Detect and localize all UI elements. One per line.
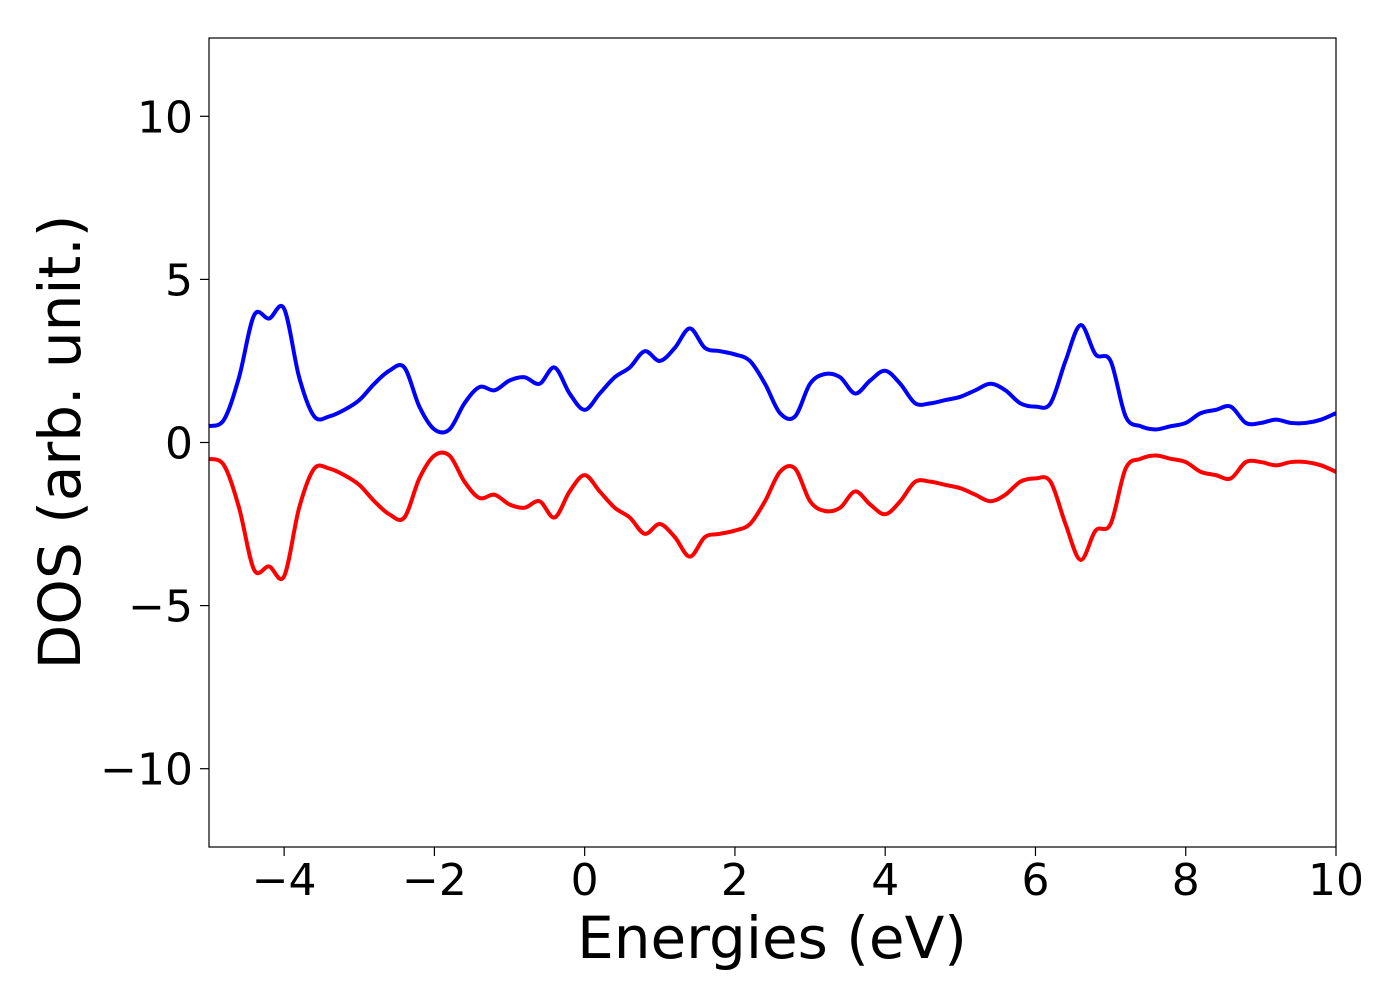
y-tick-label: 5 xyxy=(165,255,193,306)
x-tick-label: −2 xyxy=(402,855,467,906)
y-tick-label: −10 xyxy=(100,745,193,796)
y-axis: 10 5 0 −5 −10 xyxy=(100,92,209,796)
x-tick-label: −4 xyxy=(252,855,317,906)
y-tick-label: 0 xyxy=(165,419,193,470)
x-tick-label: 2 xyxy=(721,855,749,906)
series-line-spin-down xyxy=(208,450,1337,581)
series-layer xyxy=(208,304,1337,581)
x-axis: −4 −2 0 2 4 6 8 10 xyxy=(252,847,1364,906)
y-tick-label: 10 xyxy=(137,92,193,143)
x-tick-label: 4 xyxy=(871,855,899,906)
x-tick-label: 10 xyxy=(1308,855,1364,906)
series-line-spin-up xyxy=(208,304,1337,435)
y-tick-label: −5 xyxy=(128,582,193,633)
x-tick-label: 6 xyxy=(1021,855,1049,906)
y-axis-title: DOS (arb. unit.) xyxy=(26,215,94,670)
x-tick-label: 8 xyxy=(1172,855,1200,906)
x-axis-title: Energies (eV) xyxy=(577,904,967,972)
x-tick-label: 0 xyxy=(571,855,599,906)
